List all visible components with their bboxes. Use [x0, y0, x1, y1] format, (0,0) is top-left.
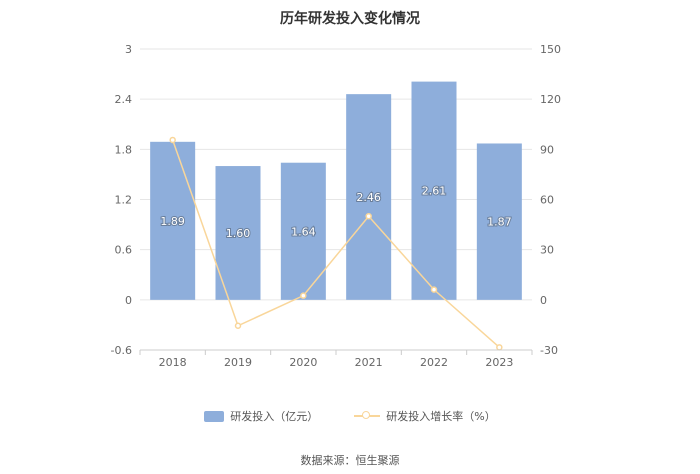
bar-data-label: 2.61	[422, 185, 447, 198]
growth-rate-line	[171, 139, 500, 348]
bar-2022	[411, 81, 457, 300]
y-left-tick-label: 0.6	[115, 244, 133, 257]
bar-data-label: 1.64	[291, 225, 316, 238]
x-tick-label: 2021	[355, 356, 383, 369]
bar-data-label: 1.60	[226, 227, 251, 240]
y-left-tick-label: 1.2	[115, 194, 133, 207]
y-right-tick-label: 90	[540, 143, 554, 156]
bar-2021	[346, 94, 392, 300]
y-right-tick-label: 120	[540, 93, 561, 106]
growth-rate-point-2019	[234, 322, 242, 330]
y-left-tick-label: 2.4	[115, 93, 133, 106]
legend-line-swatch	[354, 410, 381, 422]
growth-rate-point-2022	[430, 286, 438, 293]
x-tick-label: 2018	[159, 356, 187, 369]
bar-2018	[150, 141, 196, 300]
y-right-tick-label: 30	[540, 244, 554, 257]
x-tick-label: 2022	[420, 356, 448, 369]
y-right-tick-label: -30	[540, 344, 558, 357]
bar-data-label: 1.89	[160, 215, 185, 228]
source-note: 数据来源：恒生聚源	[300, 454, 400, 467]
growth-rate-point-2021	[365, 212, 372, 220]
x-tick-label: 2020	[289, 356, 317, 369]
y-right-tick-label: 0	[540, 294, 547, 307]
growth-rate-point-2020	[300, 292, 307, 299]
y-right-tick-label: 150	[540, 43, 561, 56]
legend-item-growth-rate[interactable]: 研发投入增长率（%）	[354, 408, 496, 424]
bar-data-label: 2.46	[356, 191, 381, 204]
y-left-tick-label: -0.6	[111, 344, 132, 357]
legend-label-rd-investment: 研发投入（亿元）	[230, 410, 319, 423]
bar-data-label: 1.87	[487, 216, 512, 229]
legend-label-growth-rate: 研发投入增长率（%）	[386, 410, 496, 423]
y-right-tick-label: 60	[540, 194, 554, 207]
bar-2019	[215, 166, 261, 300]
y-left-tick-label: 3	[125, 43, 132, 56]
x-tick-label: 2019	[224, 356, 252, 369]
y-left-tick-label: 1.8	[115, 143, 133, 156]
legend-bar-swatch	[204, 410, 225, 422]
x-tick-label: 2023	[485, 356, 513, 369]
legend: 研发投入（亿元） 研发投入增长率（%）	[0, 408, 700, 424]
chart-title: 历年研发投入变化情况	[280, 11, 420, 27]
legend-item-rd-investment[interactable]: 研发投入（亿元）	[204, 408, 318, 424]
y-left-tick-label: 0	[125, 294, 132, 307]
growth-rate-point-2023	[496, 344, 503, 351]
growth-rate-point-2018	[169, 136, 176, 144]
bar-2023	[476, 143, 522, 300]
